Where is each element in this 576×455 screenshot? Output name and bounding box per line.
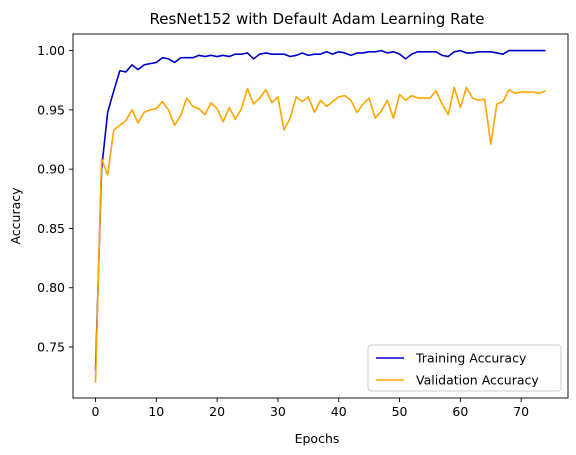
y-tick-label: 1.00 — [37, 43, 65, 58]
y-axis-title: Accuracy — [8, 187, 23, 245]
x-axis-title: Epochs — [295, 431, 340, 446]
x-tick-label: 0 — [92, 404, 100, 419]
legend-label-training: Training Accuracy — [415, 351, 527, 366]
chart-title: ResNet152 with Default Adam Learning Rat… — [149, 10, 484, 28]
x-tick-label: 20 — [209, 404, 225, 419]
legend-box — [367, 344, 562, 392]
plot-frame — [72, 33, 569, 399]
y-tick-label: 0.80 — [37, 280, 65, 295]
y-tick-label: 0.75 — [37, 340, 65, 355]
x-tick-label: 60 — [452, 404, 468, 419]
series-layer — [94, 49, 546, 383]
x-tick-label: 40 — [331, 404, 347, 419]
series-line-training — [94, 49, 546, 371]
y-tick-label: 0.95 — [37, 102, 65, 117]
x-tick-label: 70 — [513, 404, 529, 419]
x-tick-label: 50 — [392, 404, 408, 419]
x-tick-label: 30 — [270, 404, 286, 419]
legend: Training Accuracy Validation Accuracy — [367, 344, 562, 392]
ticks-layer: 0 10 20 30 40 50 60 70 0.75 0.80 0.85 0.90 0.95 1.00 — [37, 43, 529, 419]
x-tick-label: 10 — [148, 404, 164, 419]
series-line-validation — [94, 86, 546, 383]
y-tick-label: 0.85 — [37, 221, 65, 236]
y-tick-label: 0.90 — [37, 162, 65, 177]
legend-label-validation: Validation Accuracy — [416, 373, 539, 388]
